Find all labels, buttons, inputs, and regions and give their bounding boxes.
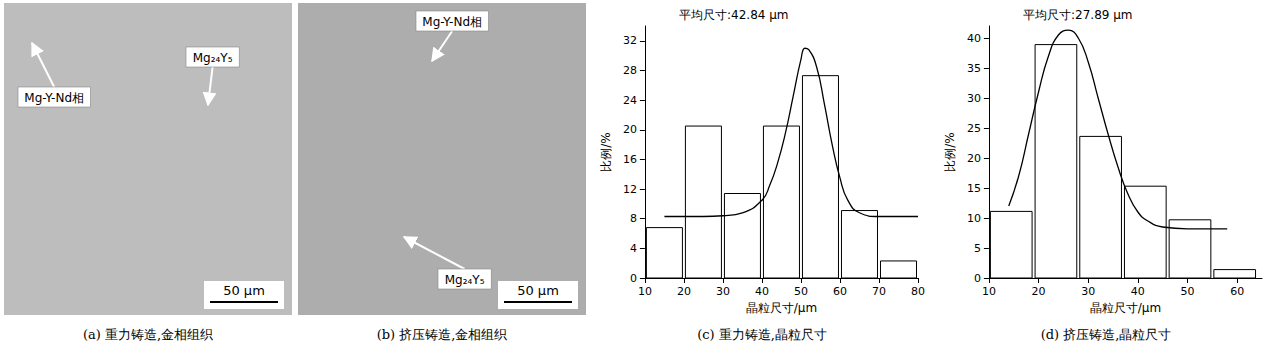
svg-text:50 μm: 50 μm: [517, 283, 559, 298]
svg-text:70: 70: [872, 285, 886, 298]
svg-text:平均尺寸:27.89 μm: 平均尺寸:27.89 μm: [1023, 8, 1133, 22]
svg-text:30: 30: [967, 92, 981, 105]
svg-text:平均尺寸:42.84 μm: 平均尺寸:42.84 μm: [679, 8, 789, 22]
html-text:(b) 挤压铸造,金相组织: (b) 挤压铸造,金相组织: [376, 327, 508, 342]
svg-text:10: 10: [638, 285, 652, 298]
svg-text:15: 15: [967, 182, 981, 195]
svg-text:5: 5: [974, 242, 981, 255]
svg-text:8: 8: [630, 212, 637, 225]
svg-text:比例/%: 比例/%: [943, 132, 957, 171]
svg-text:12: 12: [623, 183, 637, 196]
svg-text:30: 30: [716, 285, 730, 298]
svg-text:20: 20: [967, 152, 981, 165]
svg-text:28: 28: [623, 64, 637, 77]
svg-text:32: 32: [623, 34, 637, 47]
svg-text:25: 25: [967, 122, 981, 135]
svg-text:10: 10: [982, 285, 996, 298]
svg-text:50: 50: [794, 285, 808, 298]
svg-text:10: 10: [967, 212, 981, 225]
svg-text:24: 24: [623, 94, 637, 107]
html-text:(d) 挤压铸造,晶粒尺寸: (d) 挤压铸造,晶粒尺寸: [1040, 327, 1172, 342]
svg-text:40: 40: [967, 32, 981, 45]
svg-text:60: 60: [1230, 285, 1244, 298]
svg-text:Mg-Y-Nd相: Mg-Y-Nd相: [422, 15, 482, 29]
svg-text:0: 0: [974, 272, 981, 285]
svg-text:4: 4: [630, 242, 637, 255]
svg-text:20: 20: [623, 123, 637, 136]
svg-text:Mg-Y-Nd相: Mg-Y-Nd相: [24, 91, 84, 105]
svg-text:晶粒尺寸/μm: 晶粒尺寸/μm: [1090, 301, 1161, 315]
svg-text:晶粒尺寸/μm: 晶粒尺寸/μm: [746, 301, 817, 315]
svg-text:20: 20: [677, 285, 691, 298]
svg-text:0: 0: [630, 272, 637, 285]
svg-text:35: 35: [967, 62, 981, 75]
html-text:(a) 重力铸造,金相组织: (a) 重力铸造,金相组织: [82, 327, 214, 342]
svg-text:Mg₂₄Y₅: Mg₂₄Y₅: [193, 51, 233, 65]
svg-text:60: 60: [833, 285, 847, 298]
svg-text:50: 50: [1181, 285, 1195, 298]
svg-text:20: 20: [1032, 285, 1046, 298]
svg-text:Mg₂₄Y₅: Mg₂₄Y₅: [445, 273, 485, 287]
svg-text:40: 40: [755, 285, 769, 298]
svg-text:40: 40: [1131, 285, 1145, 298]
svg-text:80: 80: [911, 285, 925, 298]
svg-text:30: 30: [1081, 285, 1095, 298]
svg-text:50 μm: 50 μm: [223, 283, 265, 298]
html-text:(c) 重力铸造,晶粒尺寸: (c) 重力铸造,晶粒尺寸: [697, 327, 827, 342]
svg-text:16: 16: [623, 153, 637, 166]
svg-text:比例/%: 比例/%: [599, 132, 613, 171]
